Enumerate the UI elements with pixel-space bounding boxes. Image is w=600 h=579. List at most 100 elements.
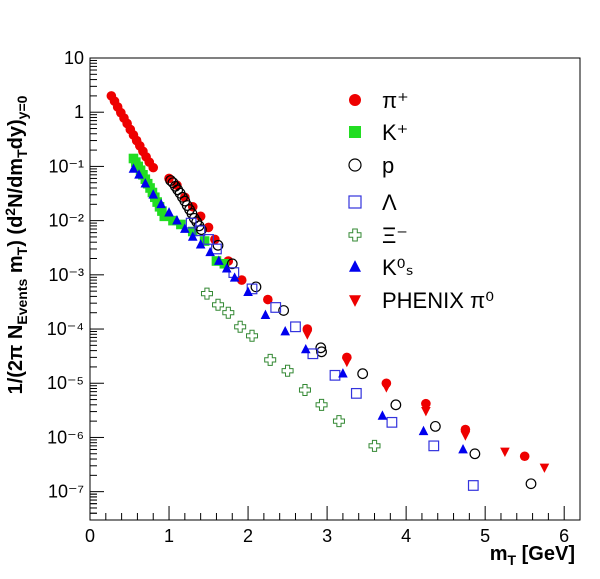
data-point	[214, 255, 224, 265]
data-point	[386, 416, 398, 428]
data-point	[236, 275, 247, 285]
data-point	[525, 478, 537, 490]
series-6	[302, 330, 550, 473]
y-tick-label: 10⁻⁴	[47, 319, 84, 339]
data-markers	[106, 91, 550, 491]
data-point	[428, 440, 440, 452]
data-point	[368, 439, 381, 452]
data-point	[500, 447, 510, 458]
data-point	[429, 420, 441, 432]
series-4	[200, 287, 381, 452]
data-point	[280, 325, 291, 336]
y-tick-label: 10⁻¹	[48, 156, 84, 176]
legend-label: PHENIX π⁰	[382, 288, 494, 313]
legend-marker	[349, 295, 361, 307]
data-point	[307, 348, 319, 360]
y-tick-label: 10⁻³	[48, 265, 84, 285]
data-point	[195, 211, 206, 222]
data-point	[164, 207, 174, 217]
data-point	[203, 234, 214, 245]
data-point	[377, 410, 388, 420]
data-point	[187, 231, 198, 241]
data-point	[315, 398, 328, 411]
data-point	[180, 223, 190, 233]
data-point	[200, 287, 213, 300]
y-tick-label: 10⁻⁷	[48, 482, 84, 502]
y-tick-label: 10	[64, 48, 84, 68]
x-tick-label: 6	[559, 526, 569, 546]
data-point	[539, 463, 550, 473]
tick-labels: 0 1 2 3 4 5 6 10 1 10⁻¹ 10⁻² 10⁻³ 10⁻⁴ 10⁻⁵ 10⁻⁶ 10⁻⁷	[47, 48, 569, 546]
x-tick-label: 2	[243, 526, 253, 546]
data-point	[390, 399, 402, 411]
data-point	[250, 281, 262, 293]
data-point	[332, 415, 345, 428]
data-point	[381, 383, 392, 393]
data-point	[281, 364, 294, 377]
data-point	[172, 215, 182, 225]
data-point	[263, 294, 273, 305]
legend-marker	[349, 260, 361, 272]
y-tick-label: 10⁻⁵	[47, 373, 84, 393]
data-point	[278, 305, 290, 316]
axis-ticks	[89, 57, 565, 521]
data-point	[260, 309, 271, 320]
series-3	[185, 217, 479, 491]
data-point	[300, 343, 311, 354]
x-tick-label: 5	[480, 526, 490, 546]
legend-label: K⁰ₛ	[382, 255, 414, 280]
data-point	[210, 234, 220, 245]
data-point	[219, 258, 230, 269]
y-tick-label: 1	[74, 102, 84, 122]
data-point	[234, 320, 247, 333]
data-point	[469, 448, 481, 460]
y-tick-label: 10⁻⁶	[47, 427, 84, 447]
legend-marker	[349, 94, 361, 106]
data-point	[290, 321, 301, 333]
data-point	[264, 353, 277, 366]
x-tick-label: 4	[401, 526, 411, 546]
data-point	[229, 272, 240, 282]
data-point	[243, 286, 253, 296]
x-tick-label: 0	[85, 526, 95, 546]
data-point	[302, 330, 313, 340]
legend-marker	[348, 228, 362, 242]
legend-marker	[348, 195, 362, 209]
data-point	[316, 346, 327, 358]
data-point	[421, 406, 431, 417]
data-point	[222, 306, 235, 319]
series-5	[128, 163, 468, 454]
data-point	[168, 215, 178, 226]
data-point	[467, 480, 479, 491]
y-tick-label: 10⁻²	[48, 211, 84, 231]
legend: π⁺ K⁺ pΛ Ξ⁻ K⁰ₛ PHENIX π⁰	[348, 88, 494, 313]
data-point	[221, 263, 232, 273]
data-point	[199, 236, 210, 246]
series-2	[165, 175, 537, 490]
x-tick-label: 3	[322, 526, 332, 546]
data-point	[205, 246, 215, 257]
data-point	[519, 451, 530, 462]
data-point	[128, 163, 139, 173]
data-point	[212, 239, 224, 251]
data-point	[140, 178, 151, 188]
data-point	[156, 198, 166, 209]
data-point	[421, 398, 431, 409]
data-point	[172, 184, 184, 196]
legend-label: p	[382, 153, 394, 178]
x-axis-label: mT [GeV]	[490, 543, 575, 568]
data-point	[458, 443, 468, 454]
legend-label: K⁺	[382, 120, 408, 145]
data-point	[148, 162, 159, 173]
data-point	[329, 369, 341, 381]
legend-marker	[348, 158, 362, 172]
legend-marker	[349, 126, 361, 138]
data-point	[148, 189, 159, 199]
data-point	[185, 217, 197, 229]
plot-frame	[89, 57, 581, 521]
data-point	[350, 387, 362, 399]
x-tick-label: 1	[164, 526, 174, 546]
legend-label: Ξ⁻	[382, 223, 408, 248]
data-point	[342, 357, 352, 368]
